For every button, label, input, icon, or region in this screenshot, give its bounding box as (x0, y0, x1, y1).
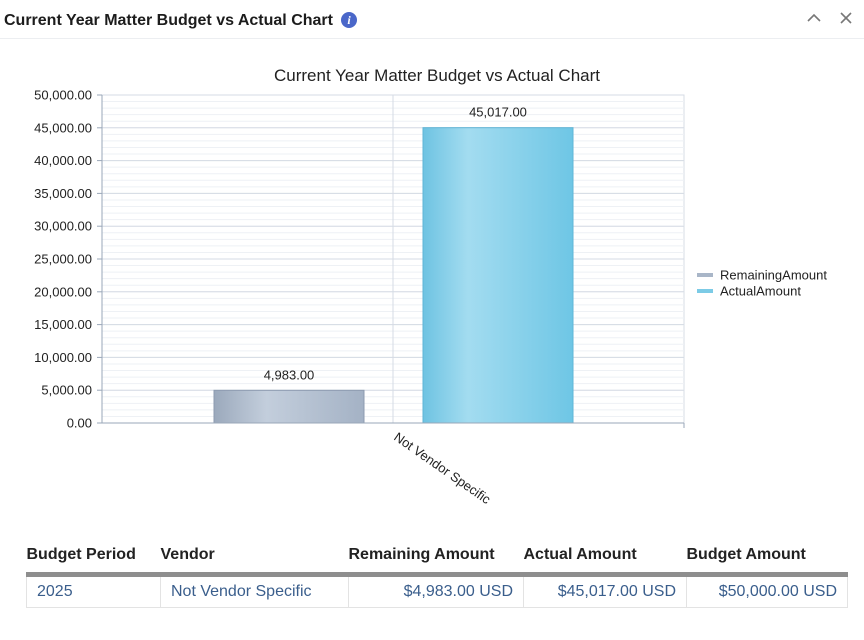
cell-actual-amount: $45,017.00 USD (523, 574, 687, 608)
y-tick-label: 20,000.00 (34, 284, 92, 299)
y-tick-label: 0.00 (67, 416, 92, 431)
y-tick-label: 5,000.00 (41, 383, 92, 398)
chart-container: Current Year Matter Budget vs Actual Cha… (0, 40, 864, 520)
bar-actualamount[interactable] (422, 127, 574, 424)
collapse-button[interactable] (804, 8, 824, 28)
y-tick-label: 35,000.00 (34, 186, 92, 201)
y-tick-label: 45,000.00 (34, 120, 92, 135)
chart-title: Current Year Matter Budget vs Actual Cha… (274, 66, 600, 85)
col-header-budget-amount[interactable]: Budget Amount (686, 546, 848, 577)
cell-vendor: Not Vendor Specific (160, 574, 349, 608)
widget-title: Current Year Matter Budget vs Actual Cha… (4, 12, 333, 29)
budget-chart: Current Year Matter Budget vs Actual Cha… (34, 66, 827, 507)
col-header-actual-amount[interactable]: Actual Amount (523, 546, 687, 577)
close-button[interactable] (836, 8, 856, 28)
y-tick-label: 15,000.00 (34, 317, 92, 332)
chevron-up-icon (807, 13, 821, 22)
cell-budget-amount: $50,000.00 USD (686, 574, 848, 608)
y-tick-label: 50,000.00 (34, 88, 92, 103)
table-row[interactable]: 2025 Not Vendor Specific $4,983.00 USD $… (26, 574, 848, 608)
cell-budget-period: 2025 (26, 574, 161, 608)
y-tick-label: 10,000.00 (34, 350, 92, 365)
x-tick-label: Not Vendor Specific (391, 429, 494, 507)
y-axis: 0.00 5,000.00 10,000.00 15,000.00 20,000.00 2… (34, 88, 103, 431)
y-tick-label: 25,000.00 (34, 252, 92, 267)
bar-data-label: 45,017.00 (469, 105, 527, 120)
widget-header: Current Year Matter Budget vs Actual Cha… (0, 0, 864, 39)
y-tick-label: 30,000.00 (34, 219, 92, 234)
legend-item-remainingamount[interactable]: RemainingAmount (720, 268, 827, 283)
bar-remainingamount[interactable] (213, 389, 365, 424)
budget-table: Budget Period Vendor Remaining Amount Ac… (26, 546, 848, 608)
col-header-vendor[interactable]: Vendor (160, 546, 349, 577)
info-icon[interactable]: i (341, 12, 357, 28)
chart-grid (101, 94, 685, 424)
cell-remaining-amount: $4,983.00 USD (348, 574, 524, 608)
col-header-budget-period[interactable]: Budget Period (26, 546, 161, 577)
legend-item-actualamount[interactable]: ActualAmount (720, 284, 801, 299)
close-icon (840, 12, 852, 24)
bar-data-label: 4,983.00 (264, 367, 315, 382)
col-header-remaining-amount[interactable]: Remaining Amount (348, 546, 524, 577)
table-header-row: Budget Period Vendor Remaining Amount Ac… (26, 546, 848, 577)
y-tick-label: 40,000.00 (34, 153, 92, 168)
x-axis: Not Vendor Specific (102, 422, 685, 507)
